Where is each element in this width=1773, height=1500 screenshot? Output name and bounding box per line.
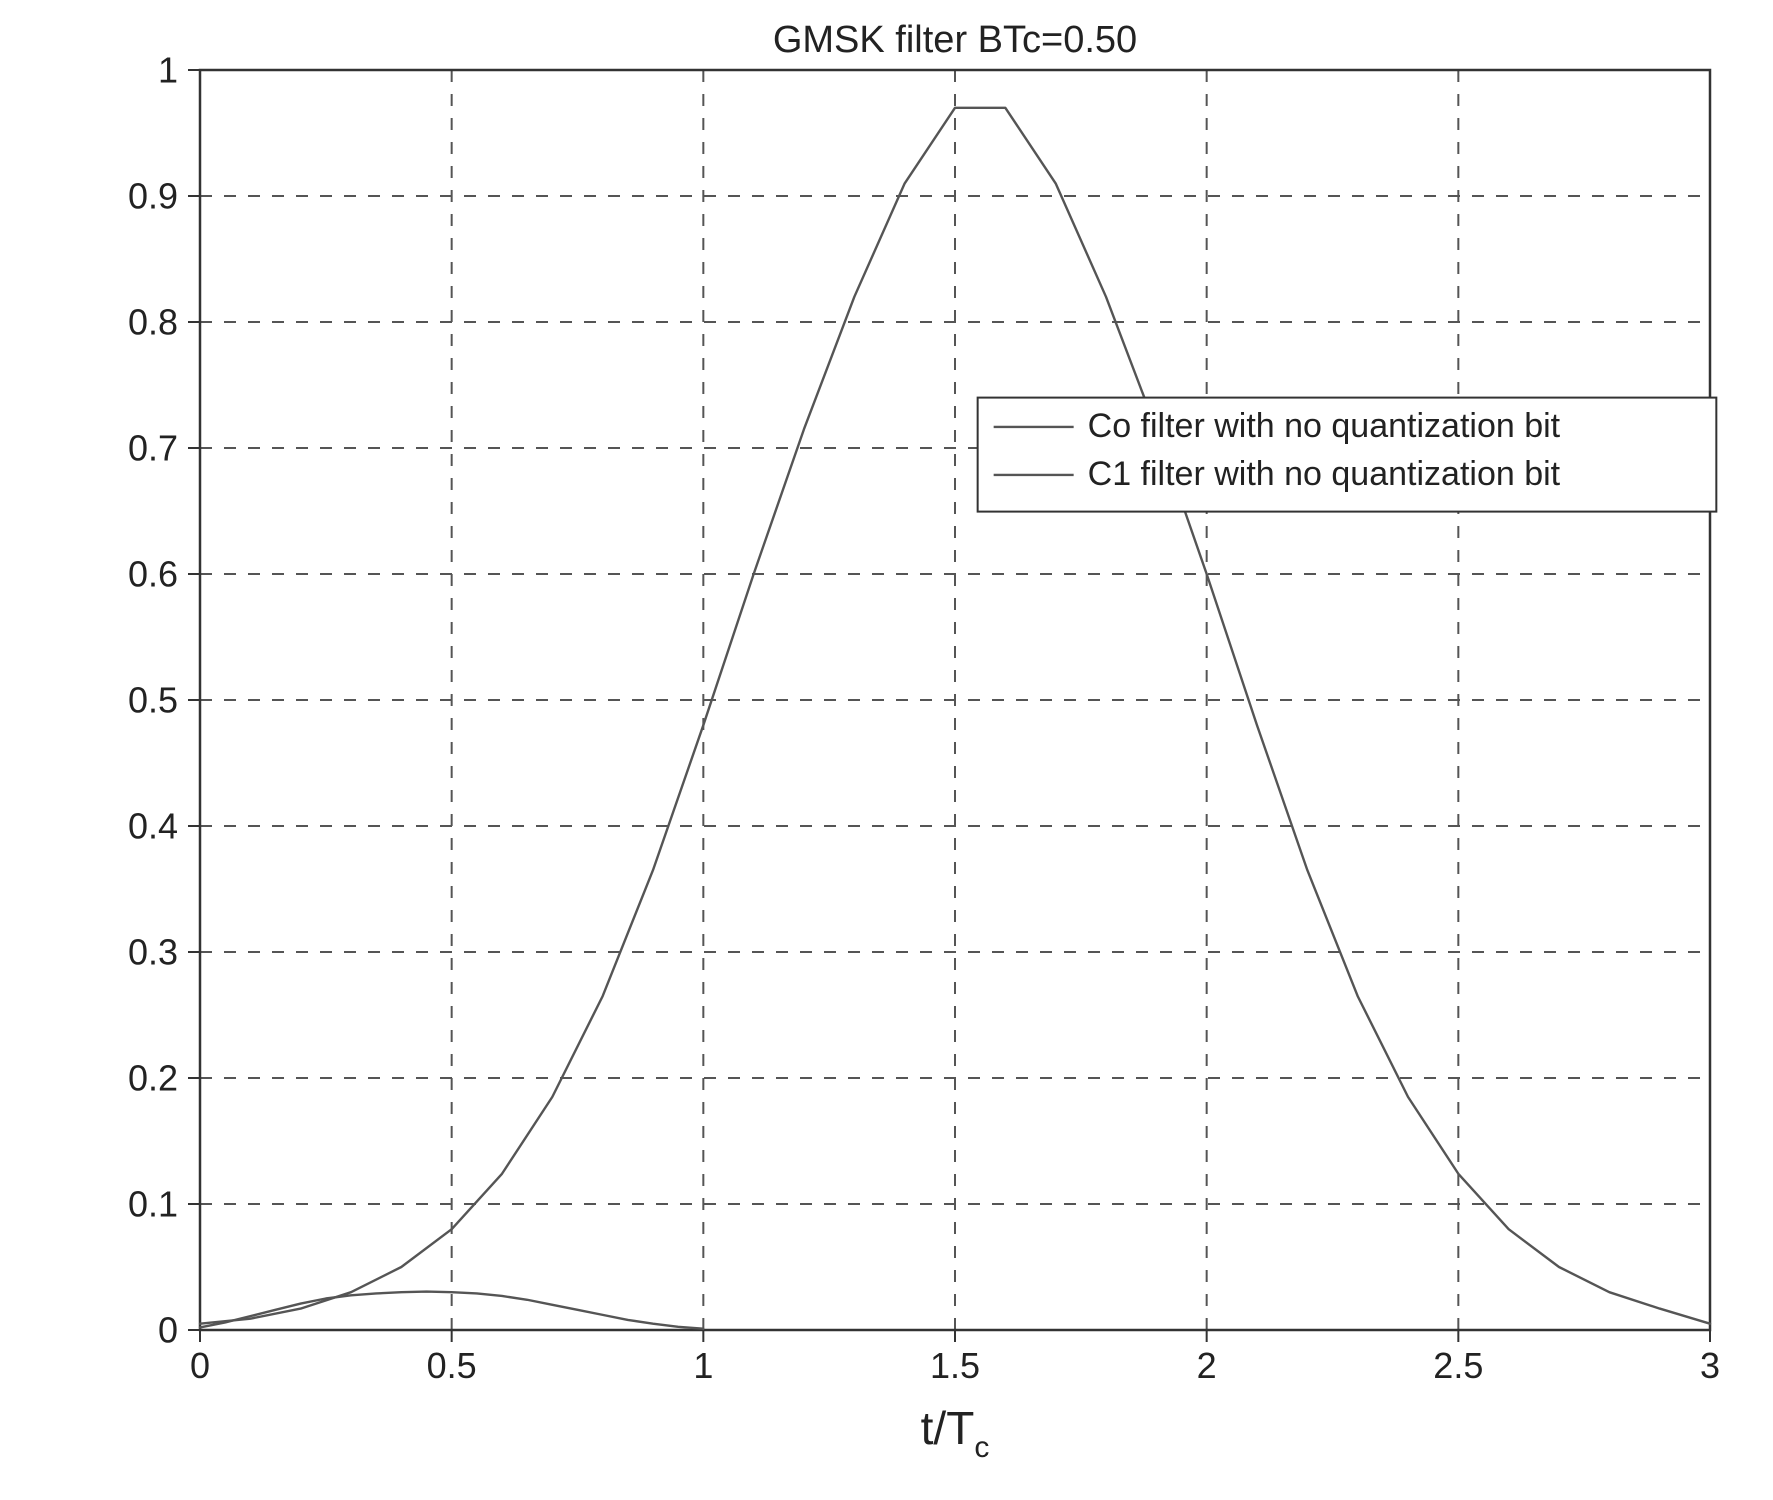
svg-text:0.3: 0.3 [128, 932, 178, 973]
svg-text:0: 0 [190, 1345, 210, 1386]
svg-text:0.2: 0.2 [128, 1058, 178, 1099]
svg-text:0.6: 0.6 [128, 554, 178, 595]
svg-text:0.7: 0.7 [128, 428, 178, 469]
svg-text:3: 3 [1700, 1345, 1720, 1386]
chart-title: GMSK filter BTc=0.50 [773, 19, 1137, 61]
svg-text:0.8: 0.8 [128, 302, 178, 343]
chart-container: 0 0.5 1 1.5 2 2.5 3 0 0.1 0.2 0.3 0.4 0.5 0.6 0.7 0.8 0.… [0, 0, 1773, 1500]
svg-text:1.5: 1.5 [930, 1345, 980, 1386]
svg-text:0.5: 0.5 [128, 680, 178, 721]
svg-text:0: 0 [158, 1310, 178, 1351]
svg-text:0.9: 0.9 [128, 176, 178, 217]
chart-svg: 0 0.5 1 1.5 2 2.5 3 0 0.1 0.2 0.3 0.4 0.5 0.6 0.7 0.8 0.… [0, 0, 1773, 1500]
legend: Co filter with no quantization bit C1 fil… [978, 398, 1717, 512]
svg-text:1: 1 [158, 50, 178, 91]
legend-item-0: Co filter with no quantization bit [1088, 407, 1561, 445]
svg-text:0.5: 0.5 [427, 1345, 477, 1386]
legend-item-1: C1 filter with no quantization bit [1088, 455, 1561, 493]
svg-text:1: 1 [693, 1345, 713, 1386]
svg-text:0.4: 0.4 [128, 806, 178, 847]
svg-text:2.5: 2.5 [1433, 1345, 1483, 1386]
svg-text:0.1: 0.1 [128, 1184, 178, 1225]
svg-text:2: 2 [1197, 1345, 1217, 1386]
